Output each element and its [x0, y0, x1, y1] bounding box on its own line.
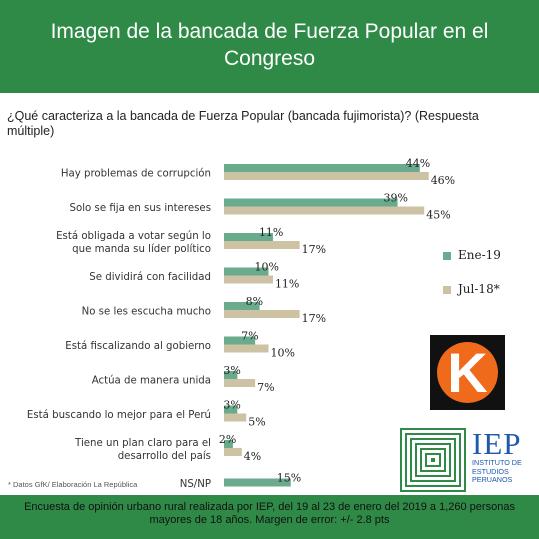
bar-ene-19-esta-buscando-lo-mejor-para-el-peru [224, 405, 238, 414]
iep-logo-mark [400, 428, 466, 492]
footer-banner: Encuesta de opinión urbano rural realiza… [0, 495, 539, 539]
value-label-ene-19-ns-np: 15% [277, 472, 301, 485]
bar-jul-18-hay-problemas-de-corrupcion [224, 172, 429, 180]
value-label-jul-18-esta-fiscalizando-al-gobierno: 10% [271, 347, 295, 360]
category-label-no-se-les-escucha-mucho: No se les escucha mucho [82, 307, 211, 318]
value-label-ene-19-se-dividira-con-facilidad: 10% [255, 261, 279, 274]
value-label-jul-18-tiene-un-plan-claro-para-el-desarrollo-del-pais: 4% [244, 450, 261, 463]
k-logo-letter: K [447, 341, 488, 404]
category-label-actua-de-manera-unida: Actúa de manera unida [92, 375, 211, 387]
bar-jul-18-esta-buscando-lo-mejor-para-el-peru [224, 413, 247, 422]
value-label-jul-18-esta-obligada-a-votar-segun-lo-que-manda-su-lider-politico: 17% [302, 243, 326, 256]
value-label-jul-18-actua-de-manera-unida: 7% [257, 381, 274, 394]
category-label-esta-fiscalizando-al-gobierno: Está fiscalizando al gobierno [65, 340, 211, 352]
bar-jul-18-no-se-les-escucha-mucho [224, 310, 300, 318]
bar-jul-18-actua-de-manera-unida [224, 379, 256, 387]
value-label-jul-18-esta-buscando-lo-mejor-para-el-peru: 5% [248, 416, 265, 429]
k-logo: K [430, 335, 505, 410]
bar-jul-18-esta-obligada-a-votar-segun-lo-que-manda-su-lider-politico [224, 241, 300, 249]
legend-item-ene-19: Ene-19 [443, 248, 533, 264]
bar-ene-19-esta-obligada-a-votar-segun-lo-que-manda-su-lider-politico [224, 233, 273, 241]
value-label-ene-19-hay-problemas-de-corrupcion: 44% [406, 157, 430, 170]
bar-ene-19-hay-problemas-de-corrupcion [224, 164, 420, 172]
page-title: Imagen de la bancada de Fuerza Popular e… [50, 20, 489, 70]
bar-ene-19-actua-de-manera-unida [224, 371, 238, 379]
bar-ene-19-se-dividira-con-facilidad [224, 267, 269, 276]
value-label-ene-19-esta-buscando-lo-mejor-para-el-peru: 3% [223, 399, 240, 412]
header-banner: Imagen de la bancada de Fuerza Popular e… [0, 0, 539, 93]
bar-ene-19-solo-se-fija-en-sus-intereses [224, 198, 398, 207]
source-note: * Datos GfK/ Elaboración La República [8, 480, 138, 489]
bar-jul-18-esta-fiscalizando-al-gobierno [224, 344, 269, 353]
value-label-ene-19-no-se-les-escucha-mucho: 8% [246, 295, 263, 308]
legend-swatch-ene-19 [443, 252, 451, 260]
value-label-jul-18-solo-se-fija-en-sus-intereses: 45% [426, 209, 450, 222]
value-label-ene-19-tiene-un-plan-claro-para-el-desarrollo-del-pais: 2% [219, 433, 236, 446]
category-label-solo-se-fija-en-sus-intereses: Solo se fija en sus intereses [70, 203, 211, 214]
bar-ene-19-tiene-un-plan-claro-para-el-desarrollo-del-pais [224, 440, 233, 448]
value-label-ene-19-solo-se-fija-en-sus-intereses: 39% [384, 192, 408, 205]
value-label-jul-18-no-se-les-escucha-mucho: 17% [302, 312, 326, 325]
legend-label-ene-19: Ene-19 [458, 248, 501, 262]
iep-logo-subtext: INSTITUTO DE ESTUDIOS PERUANOS [472, 458, 522, 484]
value-label-ene-19-esta-fiscalizando-al-gobierno: 7% [241, 330, 258, 343]
value-label-jul-18-se-dividira-con-facilidad: 11% [275, 278, 299, 291]
value-label-ene-19-actua-de-manera-unida: 3% [223, 364, 240, 377]
footer-note: Encuesta de opinión urbano rural realiza… [24, 501, 515, 526]
iep-logo-text: IEP [472, 426, 522, 461]
category-label-esta-buscando-lo-mejor-para-el-peru: Está buscando lo mejor para el Perú [27, 409, 211, 421]
bar-ene-19-ns-np [224, 478, 291, 487]
category-label-se-dividira-con-facilidad: Se dividirá con facilidad [89, 271, 211, 283]
legend-label-jul-18: Jul-18* [458, 282, 500, 296]
legend-item-jul-18: Jul-18* [443, 282, 533, 298]
bar-jul-18-se-dividira-con-facilidad [224, 275, 273, 284]
category-label-tiene-un-plan-claro-para-el-desarrollo-del-pais: Tiene un plan claro para el desarrollo de… [74, 438, 211, 462]
category-label-hay-problemas-de-corrupcion: Hay problemas de corrupción [61, 168, 211, 180]
category-label-esta-obligada-a-votar-segun-lo-que-manda-su-lider-politico: Está obligada a votar según lo que manda … [56, 230, 211, 255]
bar-ene-19-esta-fiscalizando-al-gobierno [224, 336, 256, 345]
bar-jul-18-solo-se-fija-en-sus-intereses [224, 206, 425, 215]
bar-ene-19-no-se-les-escucha-mucho [224, 302, 260, 310]
category-label-ns-np: NS/NP [180, 479, 211, 490]
value-label-jul-18-hay-problemas-de-corrupcion: 46% [431, 174, 455, 187]
bar-jul-18-tiene-un-plan-claro-para-el-desarrollo-del-pais [224, 448, 242, 456]
k-logo-circle [437, 342, 498, 403]
legend-swatch-jul-18 [443, 286, 451, 294]
value-label-ene-19-esta-obligada-a-votar-segun-lo-que-manda-su-lider-politico: 11% [259, 226, 283, 239]
survey-question: ¿Qué caracteriza a la bancada de Fuerza … [7, 109, 479, 138]
iep-logo: IEP INSTITUTO DE ESTUDIOS PERUANOS [400, 428, 530, 492]
